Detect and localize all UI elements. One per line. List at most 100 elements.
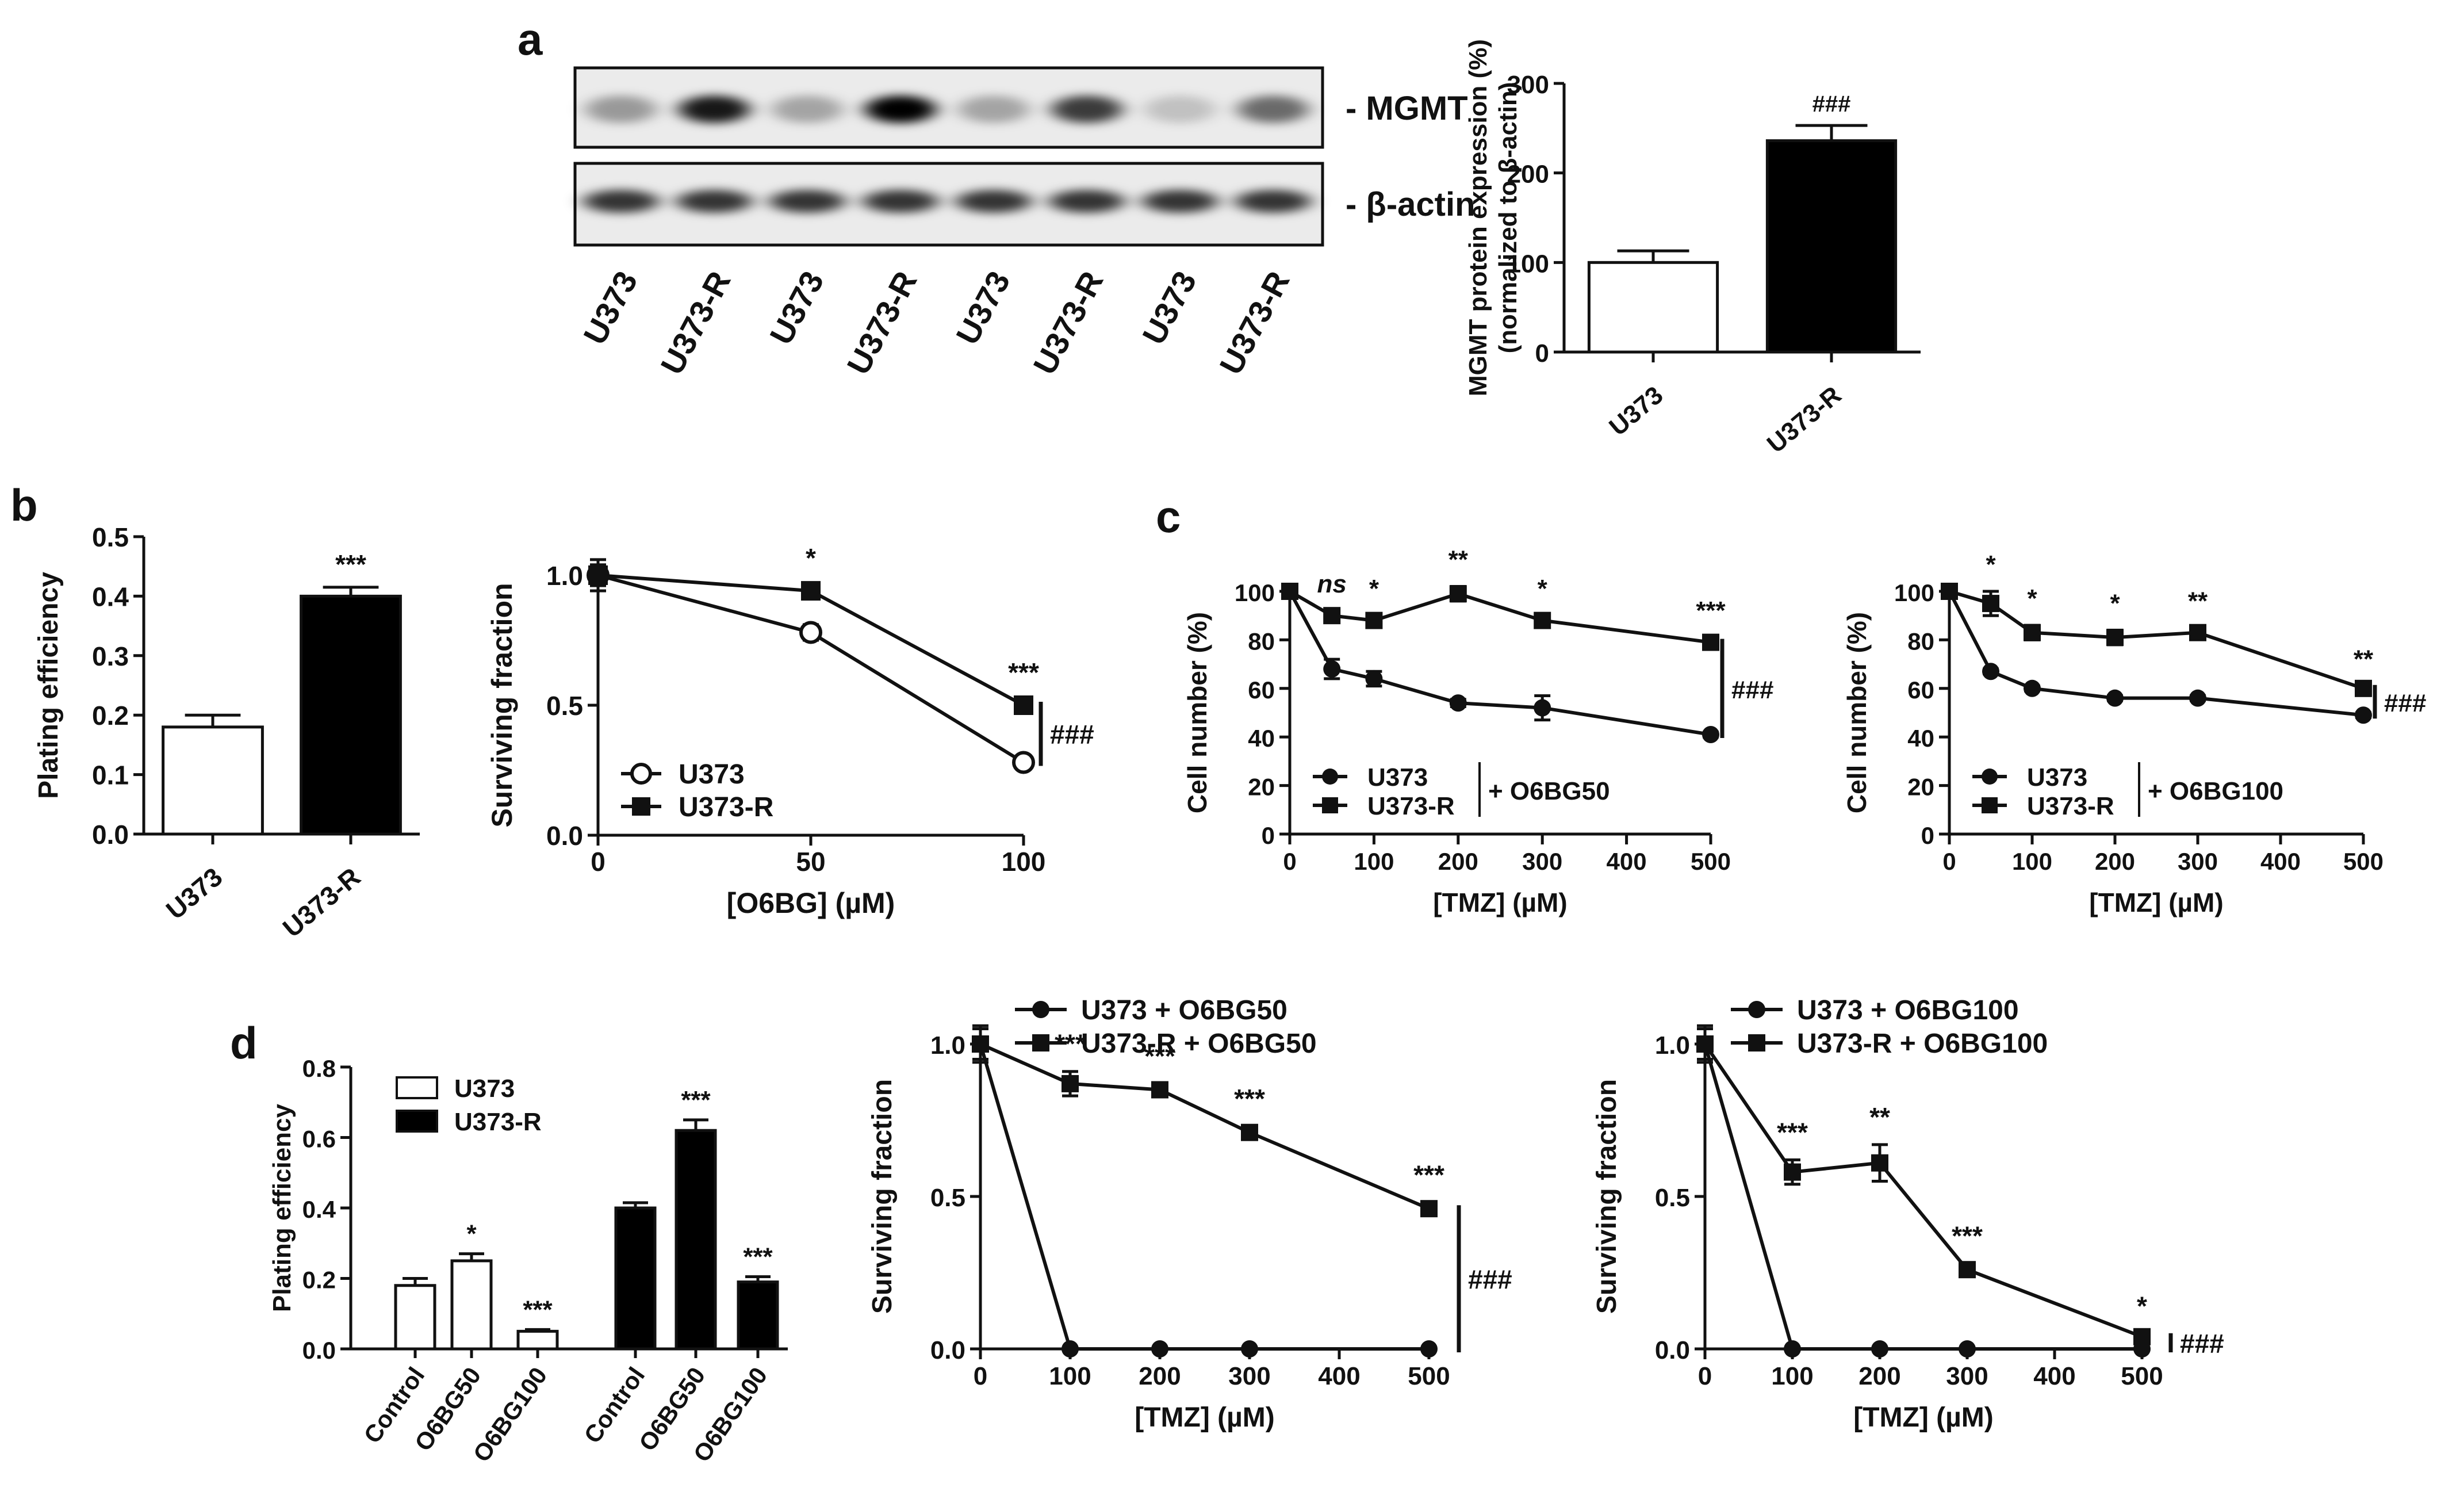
chart-d-line-1: 0.0 0.5 1.0 0 100 200 300 400 500 [TMZ] (µM) Survi… xyxy=(867,995,1512,1433)
marker-circle xyxy=(2189,689,2206,707)
bar xyxy=(516,1329,559,1351)
chart-c-line-1: 0 20 40 60 80 100 0 100 200 300 400 500 [TMZ] (µM) Ce… xyxy=(1182,546,1773,917)
marker-square xyxy=(801,581,821,601)
marker-circle xyxy=(1982,663,1999,680)
y-axis-label: Plating efficiency xyxy=(33,572,64,799)
x-tick-label: 0 xyxy=(1283,848,1296,875)
marker-square xyxy=(2189,624,2206,641)
marker-square xyxy=(1151,1081,1168,1099)
x-tick-label: 200 xyxy=(1438,848,1478,875)
y-axis-label: Cell number (%) xyxy=(1842,612,1872,813)
y-tick-label: 0.2 xyxy=(302,1267,336,1294)
x-tick-label: 300 xyxy=(1522,848,1562,875)
blot-band-mgmt xyxy=(585,95,657,123)
blot-band-actin xyxy=(1049,190,1125,213)
x-tick-label: 500 xyxy=(2343,848,2383,875)
blot-lane-label: U373-R xyxy=(1026,265,1110,380)
significance-label: ### xyxy=(1812,91,1851,117)
bracket-label: ### xyxy=(1731,676,1773,704)
x-tick-label: 400 xyxy=(2033,1362,2075,1390)
legend-suffix: + O6BG100 xyxy=(2148,777,2283,805)
significance-label: ** xyxy=(1869,1102,1890,1132)
significance-label: *** xyxy=(1144,1041,1175,1071)
chart-c-line-2: 0 20 40 60 80 100 0 100 200 300 400 500 [TMZ] (µM) Ce… xyxy=(1842,550,2426,917)
panel-label-d: d xyxy=(230,1018,258,1068)
y-tick-label: 20 xyxy=(1907,774,1934,801)
marker-square xyxy=(1702,633,1719,651)
legend-label: U373-R xyxy=(1367,792,1455,820)
y-tick-label: 0.4 xyxy=(302,1196,336,1223)
series-line xyxy=(1288,590,1711,736)
significance-label: *** xyxy=(1234,1084,1265,1114)
x-tick-label: 300 xyxy=(1946,1362,1988,1390)
x-tick-label: 0 xyxy=(1698,1362,1712,1390)
blot-band-mgmt xyxy=(772,95,843,123)
y-tick-label: 60 xyxy=(1907,676,1934,703)
y-tick-label: 0.0 xyxy=(92,820,129,850)
blot-lane-label: U373-R xyxy=(1212,265,1296,380)
x-tick-label: 200 xyxy=(1858,1362,1900,1390)
marker-square xyxy=(1420,1200,1438,1218)
marker-circle xyxy=(1702,725,1719,743)
y-tick-label: 0.3 xyxy=(92,641,129,671)
x-tick-label: U373-R xyxy=(1762,381,1847,458)
y-tick-label: 80 xyxy=(1907,628,1934,655)
y-axis-label: Cell number (%) xyxy=(1182,612,1212,813)
marker-square xyxy=(632,797,650,816)
x-tick-label: 300 xyxy=(2178,848,2218,875)
panel-label-c: c xyxy=(1156,491,1181,542)
legend-label: U373-R xyxy=(679,792,773,823)
y-tick-label: 100 xyxy=(1507,250,1549,278)
marker-square xyxy=(1014,695,1033,715)
significance-label: *** xyxy=(681,1086,711,1114)
bar xyxy=(450,1259,493,1351)
x-tick-label: U373 xyxy=(160,862,228,926)
x-axis-label: [TMZ] (µM) xyxy=(1433,888,1567,917)
blot-band-mgmt xyxy=(1144,95,1216,123)
marker-circle xyxy=(1322,768,1338,785)
x-tick-label: 100 xyxy=(1354,848,1394,875)
y-axis-label: Surviving fraction xyxy=(867,1079,898,1314)
marker-square xyxy=(1748,1034,1765,1052)
legend-label: U373-R + O6BG50 xyxy=(1081,1028,1317,1059)
blot-band-mgmt xyxy=(679,95,750,123)
legend-label: U373 xyxy=(679,759,745,790)
marker-circle xyxy=(2355,706,2372,724)
blot-lane-label: U373 xyxy=(949,265,1017,350)
legend-swatch xyxy=(396,1110,438,1133)
marker-square xyxy=(1323,607,1341,625)
legend-label: U373-R xyxy=(454,1108,542,1136)
y-axis-label-2: (normalized to β-actin) xyxy=(1494,82,1522,354)
chart-d-bar: 0.00.20.40.60.8ControlO6BG50*O6BG100***U… xyxy=(268,1055,788,1467)
chart-b-bar: 0.0 0.1 0.2 0.3 0.4 0.5 U373 U373-R *** Plating e… xyxy=(33,522,420,943)
series-line xyxy=(1948,590,2364,717)
panel-label-b: b xyxy=(10,480,38,530)
bracket-label: ### xyxy=(2180,1328,2224,1358)
significance-label: ** xyxy=(1448,546,1469,574)
blot-band-actin xyxy=(769,190,845,213)
x-axis-label: [TMZ] (µM) xyxy=(1135,1402,1275,1433)
x-tick-label: 400 xyxy=(2260,848,2301,875)
marker-open-circle xyxy=(630,763,652,785)
bar xyxy=(675,1129,717,1351)
marker-circle xyxy=(2106,689,2124,707)
bracket-label: ### xyxy=(1050,720,1094,750)
y-tick-label: 0.2 xyxy=(92,701,129,731)
western-blot: - MGMT - β-actin U373 U373-R U373 U373-R U37… xyxy=(573,66,1476,380)
y-axis-label: Surviving fraction xyxy=(1592,1079,1622,1314)
y-tick-label: 0 xyxy=(1535,339,1549,368)
x-tick-label: 0 xyxy=(591,847,606,877)
marker-square xyxy=(1322,797,1338,813)
x-tick-label: 100 xyxy=(1771,1362,1813,1390)
marker-circle xyxy=(1871,1340,1888,1358)
legend-label: U373 + O6BG50 xyxy=(1081,995,1287,1026)
marker-square xyxy=(1871,1154,1888,1172)
y-tick-label: 80 xyxy=(1248,628,1275,655)
marker-square xyxy=(588,565,608,585)
y-tick-label: 0.5 xyxy=(546,691,583,721)
y-tick-label: 100 xyxy=(1894,579,1934,606)
legend-label: U373-R xyxy=(2027,792,2114,820)
significance-label: * xyxy=(2137,1291,2147,1321)
series-line xyxy=(979,1043,1429,1351)
